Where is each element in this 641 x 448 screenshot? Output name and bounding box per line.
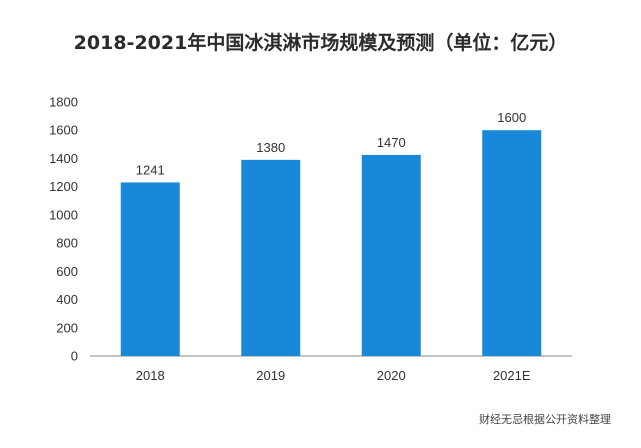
y-tick-label: 400 [56,292,78,307]
y-tick-label: 1000 [49,207,78,222]
data-labels: 1241 1380 1470 1600 [136,110,526,177]
y-tick-label: 200 [56,320,78,335]
bar-2020 [361,154,421,356]
bars [120,130,542,356]
source-note: 财经无忌根据公开资料整理 [479,413,611,426]
chart-title: 2018-2021年中国冰淇淋市场规模及预测（单位：亿元） [73,32,568,54]
data-label-2019: 1380 [256,140,285,155]
y-tick-label: 1200 [49,179,78,194]
bar-2021E [482,130,542,356]
y-axis: 0 200 400 600 800 1000 1200 1400 1600 1800 [49,95,78,364]
x-tick-label-2019: 2019 [256,368,285,383]
y-tick-label: 1400 [49,151,78,166]
y-tick-label: 0 [71,349,78,364]
bar-2019 [241,159,301,356]
x-axis: 2018 2019 2020 2021E [136,368,531,383]
data-label-2018: 1241 [136,162,165,177]
x-tick-label-2021E: 2021E [493,368,531,383]
bar-2018 [120,182,180,356]
x-tick-label-2020: 2020 [377,368,406,383]
x-tick-label-2018: 2018 [136,368,165,383]
y-tick-label: 800 [56,236,78,251]
data-label-2020: 1470 [377,135,406,150]
y-tick-label: 1600 [49,123,78,138]
data-label-2021E: 1600 [497,110,526,125]
y-tick-label: 1800 [49,95,78,110]
y-tick-label: 600 [56,264,78,279]
